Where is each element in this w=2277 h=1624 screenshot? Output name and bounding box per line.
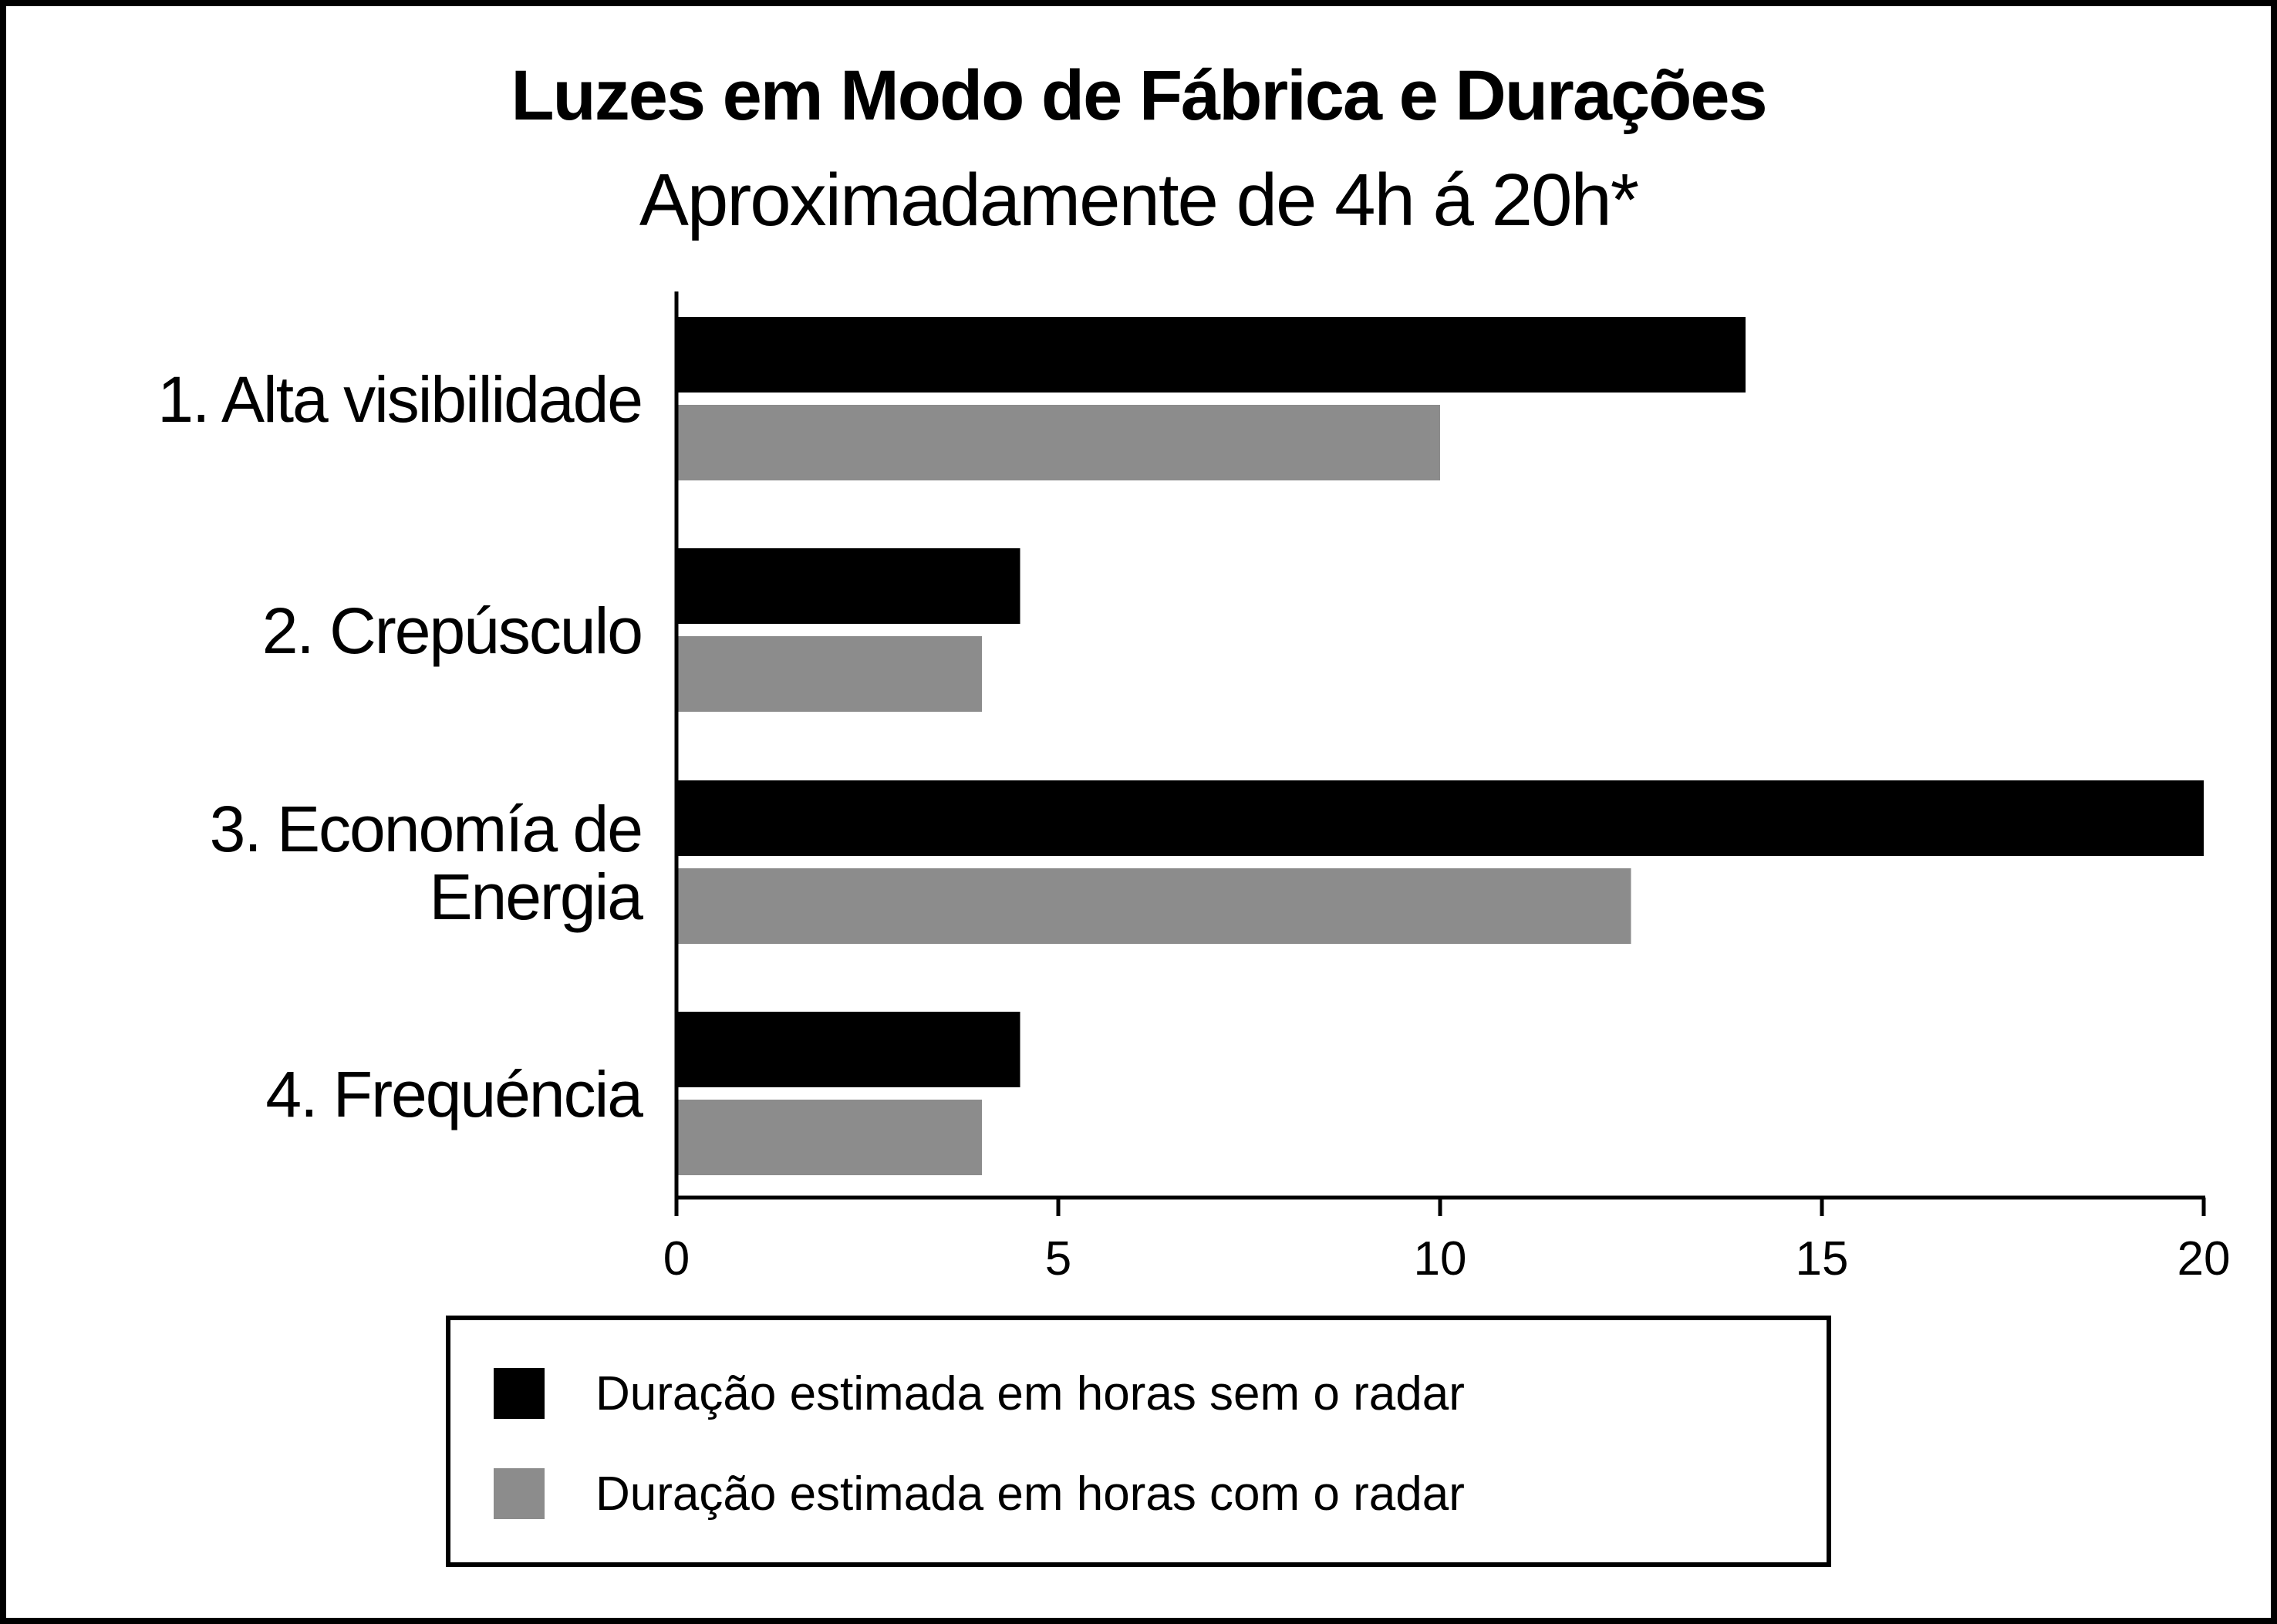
legend-label-sem-radar: Duração estimada em horas sem o radar xyxy=(595,1366,1465,1420)
bar-2-series-1 xyxy=(676,548,1020,624)
legend-swatch-sem-radar xyxy=(494,1368,545,1419)
category-labels: 1. Alta visibilidade 2. Crepúsculo 3. Econ… xyxy=(157,363,645,1130)
x-ticks: 0 5 10 15 20 xyxy=(663,1198,2231,1285)
category-label-3-line-2: Energia xyxy=(429,861,643,933)
legend-label-com-radar: Duração estimada em horas com o radar xyxy=(595,1467,1465,1521)
category-label-4: 4. Frequéncia xyxy=(265,1058,643,1130)
legend-item-sem-radar: Duração estimada em horas sem o radar xyxy=(494,1366,1465,1420)
bar-1-series-1 xyxy=(676,317,1746,393)
chart-title: Luzes em Modo de Fábrica e Durações xyxy=(511,56,1767,135)
category-label-1: 1. Alta visibilidade xyxy=(157,363,642,436)
x-tick-label-0: 0 xyxy=(663,1232,690,1285)
bar-4-series-2 xyxy=(676,1100,982,1175)
x-tick-label-15: 15 xyxy=(1796,1232,1849,1285)
bar-3-series-2 xyxy=(676,868,1631,944)
legend-swatch-com-radar xyxy=(494,1468,545,1519)
x-tick-label-5: 5 xyxy=(1045,1232,1071,1285)
bar-1-series-2 xyxy=(676,405,1440,480)
legend: Duração estimada em horas sem o radar Du… xyxy=(446,1316,1831,1567)
category-label-3-line-1: 3. Economía de xyxy=(210,793,642,865)
category-label-2: 2. Crepúsculo xyxy=(262,595,642,667)
legend-item-com-radar: Duração estimada em horas com o radar xyxy=(494,1467,1465,1521)
bar-3-series-1 xyxy=(676,780,2204,856)
chart-subtitle: Aproximadamente de 4h á 20h* xyxy=(639,159,1639,241)
bars-group xyxy=(676,317,2204,1175)
bar-2-series-2 xyxy=(676,636,982,712)
bar-4-series-1 xyxy=(676,1012,1020,1087)
x-tick-label-10: 10 xyxy=(1414,1232,1467,1285)
x-tick-label-20: 20 xyxy=(2177,1232,2231,1285)
